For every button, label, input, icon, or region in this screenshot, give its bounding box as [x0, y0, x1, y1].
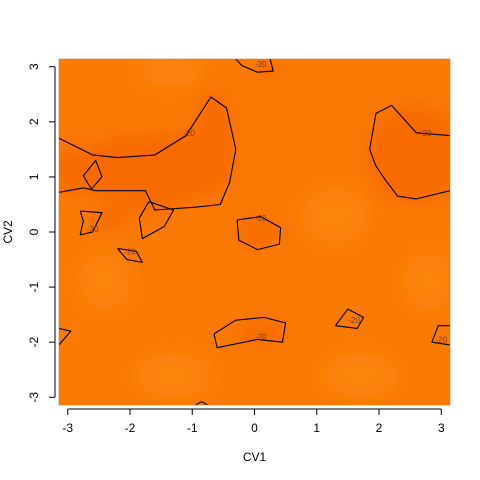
color-region-1: [366, 105, 450, 205]
color-region-2: [235, 218, 280, 246]
contour-line-9: [334, 308, 365, 329]
contour-label-8: -20: [255, 333, 267, 342]
contour-label-9: -20: [348, 316, 360, 325]
x-tick-label: 0: [251, 421, 258, 435]
color-region-9: [139, 59, 202, 86]
contour-line-12: [195, 401, 209, 405]
y-tick-label: -2: [27, 337, 41, 348]
color-region-8: [126, 196, 171, 213]
contour-label-1: -20: [420, 129, 432, 138]
color-region-6: [232, 321, 289, 342]
y-tick-label: -3: [27, 392, 41, 403]
color-region-13: [136, 353, 211, 398]
color-region-5: [195, 88, 233, 188]
contour-line-7: [117, 247, 143, 263]
y-tick-label: 0: [27, 228, 41, 235]
color-region-10: [80, 254, 130, 310]
contour-line-10: [431, 325, 450, 346]
contour-label-5: -20: [87, 225, 99, 234]
y-tick-label: -1: [27, 281, 41, 292]
contour-label-10: -20: [436, 335, 448, 344]
x-axis-title: CV1: [243, 450, 267, 464]
y-tick-label: 2: [27, 118, 41, 125]
contour-line-1: [369, 104, 450, 200]
contour-labels: -20 -20 -20 -20 -20 -20 -20 -20 -20: [58, 58, 451, 406]
contour-lines: [59, 59, 450, 405]
color-region-14: [403, 254, 450, 310]
color-region-0: [251, 59, 283, 75]
contour-line-5: [79, 210, 103, 236]
color-region-12: [322, 353, 398, 398]
contour-label-2: -20: [255, 214, 267, 223]
x-tick-label: -1: [187, 421, 198, 435]
x-tick-label: 1: [313, 421, 320, 435]
color-region-4: [59, 146, 96, 197]
color-regions: [59, 59, 450, 398]
contour-line-4: [82, 160, 103, 190]
x-tick-label: -2: [125, 421, 136, 435]
color-region-3: [73, 132, 236, 205]
contour-line-8: [213, 316, 287, 349]
color-region-11: [304, 187, 367, 244]
x-tick-label: 3: [438, 421, 445, 435]
contour-label-0: -20: [255, 60, 267, 69]
x-tick-label: -3: [62, 421, 73, 435]
contour-line-0: [235, 59, 274, 73]
contour-label-7: -20: [124, 247, 136, 256]
contour-line-3: [59, 96, 237, 211]
y-axis-title: CV2: [1, 220, 15, 244]
plot-frame: [58, 58, 451, 406]
x-axis: -3 -2 -1 0 1 2 3: [62, 408, 445, 435]
contour-line-2: [236, 216, 282, 251]
contour-label-3: -20: [183, 129, 195, 138]
contour-line-11: [59, 327, 72, 346]
y-axis: -3 -2 -1 0 1 2 3: [27, 63, 56, 403]
contour-line-6: [138, 201, 175, 240]
y-tick-label: 3: [27, 63, 41, 70]
x-tick-label: 2: [376, 421, 383, 435]
y-tick-label: 1: [27, 173, 41, 180]
